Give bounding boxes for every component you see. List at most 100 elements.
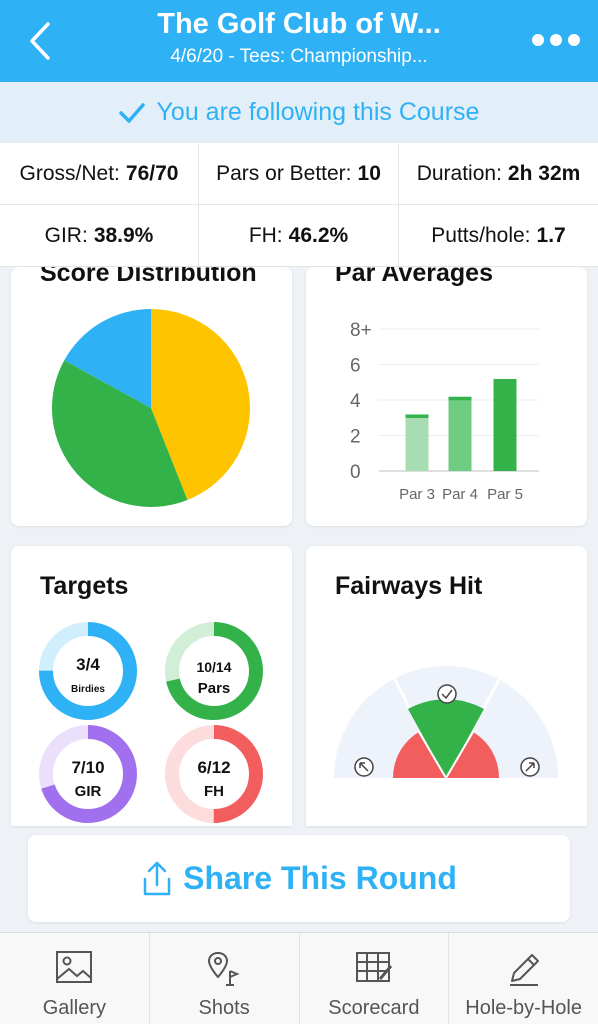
scorecard-icon [355, 952, 393, 982]
bottom-tab-bar: Gallery Shots Scorecard Hole-by-Hole [0, 932, 598, 1024]
round-stats: Gross/Net: 76/70 Pars or Better: 10 Durati… [0, 143, 598, 267]
target-ring-gir: 7/10 GIR [39, 725, 137, 823]
fairway-hit-wedge [408, 699, 484, 778]
back-button[interactable] [22, 18, 62, 64]
stat-value: 10 [357, 161, 381, 185]
x-tick-label: Par 4 [442, 486, 478, 503]
follow-course-bar[interactable]: You are following this Course [0, 82, 598, 143]
ring-center [55, 638, 121, 704]
score-distribution-card[interactable]: Score Distribution [11, 267, 292, 526]
tab-scorecard[interactable]: Scorecard [300, 933, 450, 1024]
y-tick-label: 2 [350, 427, 361, 448]
par-bar [405, 417, 429, 471]
pie-slice-1 [51, 360, 188, 508]
score-pie-chart [51, 309, 250, 508]
follow-text: You are following this Course [156, 98, 480, 126]
tab-label: Shots [198, 997, 250, 1019]
tab-label: Scorecard [328, 997, 420, 1019]
target-ring-fh: 6/12 FH [165, 725, 263, 823]
x-tick-label: Par 3 [399, 486, 435, 503]
fairway-miss-left [392, 732, 446, 778]
ring-center [181, 741, 247, 807]
share-label: Share This Round [183, 860, 457, 896]
stat-label: Duration: [416, 161, 502, 185]
par-averages-chart: 8+ 6 4 2 0 Par 3 Par 4 Par 5 [350, 320, 539, 503]
ring-center [55, 741, 121, 807]
tab-label: Gallery [42, 997, 107, 1019]
fairways-hit-card[interactable]: Fairways Hit [306, 546, 587, 826]
stats-row: GIR: 38.9% FH: 46.2% Putts/hole: 1.7 [0, 205, 598, 267]
ring-value: 7/10 [71, 758, 105, 777]
stat-value: 2h 32m [507, 161, 581, 185]
stat-value: 76/70 [125, 161, 179, 185]
stat-gir: GIR: 38.9% [0, 205, 199, 266]
stat-label: Pars or Better: [216, 161, 352, 185]
gallery-icon [56, 951, 93, 983]
stat-label: Putts/hole: [431, 223, 531, 247]
card-title: Fairways Hit [335, 572, 483, 600]
tab-gallery[interactable]: Gallery [0, 933, 150, 1024]
par-averages-card[interactable]: Par Averages 8+ 6 4 2 0 Par 3 Par 4 Par 5 [306, 267, 587, 526]
tab-shots[interactable]: Shots [150, 933, 300, 1024]
pie-slice-2 [64, 309, 151, 408]
ring-value: 10/14 [196, 659, 232, 675]
stat-label: GIR: [44, 223, 88, 247]
tab-hole-by-hole[interactable]: Hole-by-Hole [449, 933, 598, 1024]
target-ring-birdies: 3/4 Birdies [39, 622, 137, 720]
more-dot [532, 34, 544, 46]
ring-label: Pars [197, 680, 231, 697]
stats-row: Gross/Net: 76/70 Pars or Better: 10 Durati… [0, 143, 598, 205]
stat-value: 38.9% [93, 223, 154, 247]
ring-progress [165, 725, 263, 823]
stat-value: 1.7 [536, 223, 566, 247]
arrow-up-right-icon [520, 757, 540, 777]
card-title: Par Averages [335, 267, 493, 287]
card-title: Score Distribution [40, 267, 257, 287]
pie-slice-0 [151, 309, 250, 501]
app-header: The Golf Club of W... 4/6/20 - Tees: Cha… [0, 0, 598, 82]
tab-label: Hole-by-Hole [465, 997, 582, 1019]
stat-label: FH: [248, 223, 283, 247]
stat-duration: Duration: 2h 32m [399, 143, 598, 204]
y-tick-label: 8+ [350, 320, 372, 341]
stat-putts: Putts/hole: 1.7 [399, 205, 598, 266]
ring-progress [39, 622, 137, 720]
more-options-button[interactable] [528, 28, 584, 52]
chevron-left-icon [30, 22, 50, 60]
more-dot [568, 34, 580, 46]
shots-icon [208, 951, 240, 986]
fairway-miss-right [446, 732, 500, 778]
par-bar [493, 382, 517, 471]
stat-gross-net: Gross/Net: 76/70 [0, 143, 199, 204]
stat-value: 46.2% [288, 223, 349, 247]
arrow-up-left-icon [354, 757, 374, 777]
targets-card[interactable]: Targets 3/4 Birdies 10/14 Pars 7/10 GIR 6/12 FH [11, 546, 292, 826]
ring-label: FH [204, 783, 224, 800]
ring-label: GIR [74, 783, 102, 800]
y-tick-label: 4 [350, 391, 361, 412]
par-bar [448, 400, 472, 471]
x-tick-label: Par 5 [487, 486, 523, 503]
stat-fh: FH: 46.2% [199, 205, 399, 266]
average-marker [448, 396, 472, 401]
ring-center [181, 638, 247, 704]
share-round-button[interactable]: Share This Round [28, 835, 570, 922]
y-tick-label: 0 [350, 462, 361, 483]
round-subtitle: 4/6/20 - Tees: Championship... [170, 46, 428, 67]
checkmark-icon [118, 102, 145, 123]
more-dot [550, 34, 562, 46]
target-ring-pars: 10/14 Pars [165, 622, 263, 720]
ring-value: 6/12 [197, 758, 231, 777]
stat-pars-or-better: Pars or Better: 10 [199, 143, 399, 204]
share-icon [143, 861, 171, 895]
checkmark-circle-icon [437, 684, 457, 704]
pencil-icon [509, 954, 539, 986]
course-title: The Golf Club of W... [157, 8, 441, 40]
fairways-hit-chart [334, 666, 558, 779]
ring-value: 3/4 [76, 655, 100, 674]
average-marker [493, 378, 517, 383]
average-marker [405, 414, 429, 418]
y-tick-label: 6 [350, 356, 361, 377]
card-title: Targets [40, 572, 129, 600]
ring-progress [39, 725, 137, 823]
